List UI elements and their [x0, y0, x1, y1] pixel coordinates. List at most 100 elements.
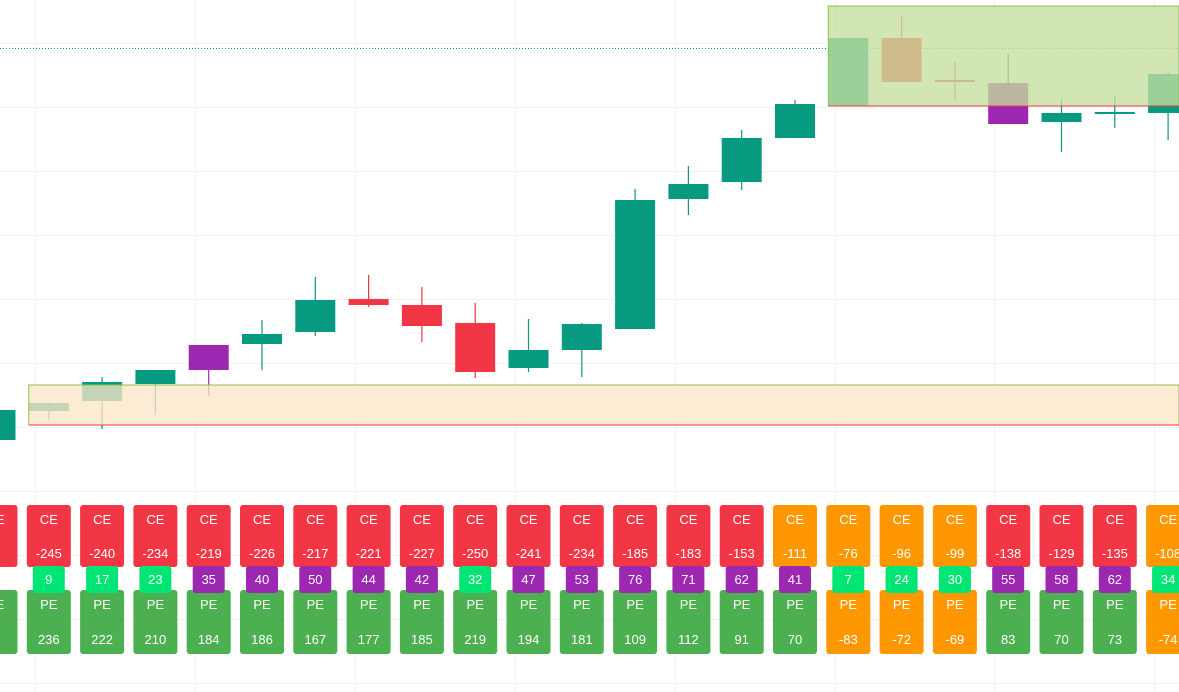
- pe-tag-text: PE: [1159, 597, 1177, 612]
- pe-tag-text: PE: [0, 597, 4, 612]
- label-column: CE -129 PE 70 58: [1039, 505, 1084, 654]
- candle-body: [135, 370, 176, 384]
- label-column: CE -96 PE -72 24: [879, 505, 924, 654]
- ce-box: [559, 505, 604, 567]
- count-badge: [139, 566, 172, 593]
- ce-box: [186, 505, 231, 567]
- ce-box: [80, 505, 125, 567]
- candle-body: [295, 300, 336, 332]
- ce-value-text: -217: [302, 546, 328, 561]
- label-column: CE -185 PE 109 76: [613, 505, 658, 654]
- pe-value-text: 167: [304, 632, 326, 647]
- pe-box: [666, 590, 711, 654]
- ce-tag-text: CE: [626, 512, 644, 527]
- count-text: 62: [1108, 572, 1122, 587]
- ce-tag-text: CE: [1052, 512, 1070, 527]
- label-column: CE -227 PE 185 42: [399, 505, 444, 654]
- count-text: 40: [255, 572, 269, 587]
- pe-tag-text: PE: [93, 597, 111, 612]
- ce-tag-text: CE: [1159, 512, 1177, 527]
- pe-box: [26, 590, 71, 654]
- pe-box: [293, 590, 338, 654]
- count-text: 47: [521, 572, 535, 587]
- ce-value-text: -135: [1102, 546, 1128, 561]
- count-text: 76: [628, 572, 642, 587]
- candle-body: [721, 138, 762, 182]
- pe-value-text: 112: [678, 632, 699, 647]
- label-column: CE -111 PE 70 41: [773, 505, 817, 654]
- ce-tag-text: CE: [0, 512, 5, 527]
- ce-tag-text: CE: [93, 512, 111, 527]
- candle-body: [508, 350, 549, 368]
- ce-box: [506, 505, 551, 567]
- count-text: 35: [201, 572, 215, 587]
- ce-tag-text: CE: [306, 512, 324, 527]
- label-column: CE -153 PE 91 62: [719, 505, 764, 654]
- pe-tag-text: PE: [1106, 597, 1124, 612]
- ce-tag-text: CE: [679, 512, 697, 527]
- ce-box: [986, 505, 1031, 567]
- ce-tag-text: CE: [466, 512, 484, 527]
- ce-value-text: -96: [892, 546, 911, 561]
- ce-box: [346, 505, 391, 567]
- pe-tag-text: PE: [1000, 597, 1018, 612]
- ce-tag-text: CE: [999, 512, 1017, 527]
- candle-body: [348, 299, 389, 305]
- ce-tag-text: CE: [573, 512, 591, 527]
- pe-tag-text: PE: [626, 597, 644, 612]
- ce-box: [26, 505, 71, 567]
- count-badge: [832, 566, 865, 593]
- pe-box: [80, 590, 125, 654]
- ce-value-text: -99: [946, 546, 965, 561]
- pe-tag-text: PE: [786, 597, 804, 612]
- ce-box: [453, 505, 498, 567]
- ce-value-text: -241: [515, 546, 541, 561]
- pe-value-text: 91: [734, 632, 748, 647]
- pe-value-text: -69: [946, 632, 965, 647]
- label-column: CE -135 PE 73 62: [1092, 505, 1137, 654]
- ce-box: [240, 505, 284, 567]
- count-badge: [299, 566, 332, 593]
- label-column: CE -219 PE 184 35: [186, 505, 231, 654]
- pe-box: [133, 590, 178, 654]
- ce-pe-labels-layer: CE PE CE -245 PE 236 9 CE -240 PE 222 17 CE -234 PE 210…: [0, 505, 1179, 654]
- ce-box: [1092, 505, 1137, 567]
- count-text: 17: [95, 572, 109, 587]
- label-column: CE -217 PE 167 50: [293, 505, 338, 654]
- pe-box: [1146, 590, 1179, 654]
- count-text: 55: [1001, 572, 1015, 587]
- pe-tag-text: PE: [520, 597, 538, 612]
- pe-box: [559, 590, 604, 654]
- pe-box: [1039, 590, 1084, 654]
- ce-tag-text: CE: [519, 512, 537, 527]
- label-column: CE PE: [0, 505, 18, 654]
- ce-box: [666, 505, 711, 567]
- ce-box: [719, 505, 764, 567]
- count-badge: [512, 566, 545, 593]
- count-text: 58: [1054, 572, 1068, 587]
- pe-tag-text: PE: [680, 597, 698, 612]
- pe-box: [826, 590, 871, 654]
- ce-tag-text: CE: [839, 512, 857, 527]
- count-text: 30: [948, 572, 962, 587]
- pe-tag-text: PE: [253, 597, 271, 612]
- label-column: CE -108 PE -74 34: [1146, 505, 1179, 654]
- label-column: CE -226 PE 186 40: [240, 505, 284, 654]
- ce-box: [879, 505, 924, 567]
- count-text: 44: [361, 572, 375, 587]
- count-text: 71: [681, 572, 695, 587]
- ce-value-text: -183: [675, 546, 701, 561]
- pe-tag-text: PE: [360, 597, 378, 612]
- ce-box: [932, 505, 977, 567]
- pe-value-text: 177: [358, 632, 380, 647]
- count-text: 50: [308, 572, 322, 587]
- count-badge: [779, 566, 811, 593]
- pe-value-text: -83: [839, 632, 858, 647]
- ce-value-text: -153: [729, 546, 755, 561]
- count-text: 9: [45, 572, 52, 587]
- candle-body: [775, 104, 815, 138]
- pe-value-text: -72: [892, 632, 911, 647]
- pe-box: [506, 590, 551, 654]
- ce-value-text: -240: [89, 546, 115, 561]
